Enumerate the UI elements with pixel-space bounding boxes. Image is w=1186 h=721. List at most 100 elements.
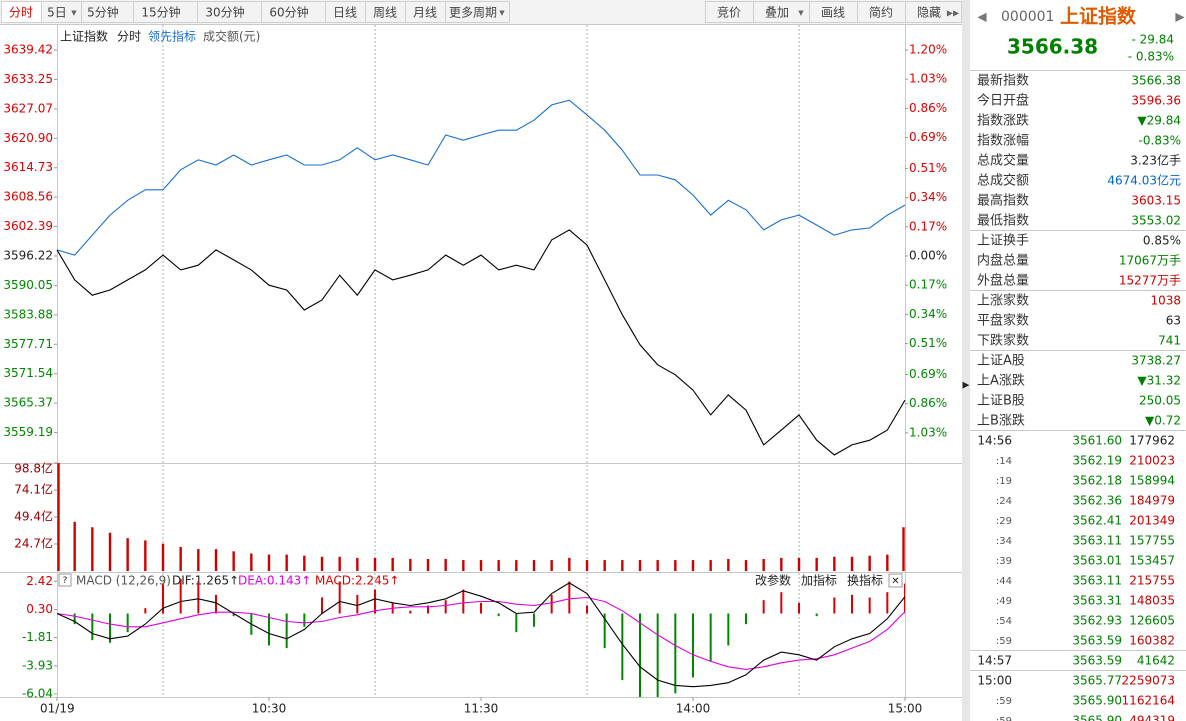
y-tick-label: 3608.56 — [3, 190, 53, 204]
quote-value: 17067万手 — [1119, 254, 1181, 268]
splitter-arrow: ▶ — [963, 381, 970, 391]
macd-bar — [197, 581, 200, 614]
macd-bar — [833, 597, 836, 614]
tick-time: :39 — [996, 556, 1012, 567]
toolbar-label: 15分钟 — [141, 5, 180, 20]
macd-button[interactable]: 换指标 — [847, 573, 883, 588]
quote-price: 3566.38 — [1007, 35, 1098, 59]
volume-bar — [902, 527, 905, 571]
macd-bar — [727, 613, 730, 646]
dif-readout: DIF:1.265↑ — [172, 574, 239, 588]
y-tick-label: 3565.37 — [3, 396, 53, 410]
quote-label: 最高指数 — [977, 193, 1029, 209]
macd-title: MACD (12,26,9) — [76, 574, 171, 588]
y2-tick-label: 0.34% — [909, 190, 947, 204]
quote-label: 上B涨跌 — [977, 413, 1025, 429]
macd-bar — [692, 613, 694, 678]
macd-bar — [851, 594, 853, 614]
volume-bar — [409, 558, 412, 571]
help-box[interactable] — [58, 573, 72, 587]
legend-index: 上证指数 — [60, 29, 108, 44]
toolbar-button[interactable] — [905, 1, 962, 23]
y-tick-label: 3627.07 — [3, 101, 53, 115]
y2-tick-label: 0.86% — [909, 396, 947, 410]
x-tick-label: 15:00 — [888, 702, 923, 716]
splitter[interactable] — [962, 0, 970, 721]
toolbar-button[interactable] — [445, 1, 510, 23]
y2-tick-label: 0.17% — [909, 219, 947, 233]
tick-volume: 210023 — [1129, 454, 1175, 468]
close-box[interactable] — [888, 573, 903, 588]
volume-bar — [144, 540, 147, 571]
quote-label: 上A涨跌 — [977, 373, 1025, 389]
macd-bar — [444, 600, 447, 614]
quote-value: 4674.03亿元 — [1107, 173, 1181, 188]
tick-volume: 126605 — [1129, 614, 1175, 628]
series-line — [57, 596, 905, 670]
y-tick-label: 3583.88 — [3, 307, 53, 321]
toolbar-label: 竞价 — [717, 6, 741, 20]
tick-volume: 158994 — [1129, 474, 1175, 488]
quote-value: ▼0.72 — [1145, 414, 1181, 428]
tick-time: :14 — [996, 456, 1012, 467]
help-icon: ? — [63, 576, 68, 586]
volume-bar — [656, 560, 659, 571]
volume-bar — [727, 558, 730, 571]
tick-price: 3563.11 — [1072, 574, 1122, 588]
macd-button[interactable]: 加指标 — [801, 573, 837, 588]
y-tick-label: 3559.19 — [3, 425, 53, 439]
volume-bar — [603, 560, 606, 571]
toolbar-label: 隐藏 — [917, 6, 941, 20]
volume-bar — [497, 560, 500, 571]
toolbar-label: 更多周期 — [449, 6, 497, 20]
y-tick-label: 2.42 — [26, 574, 53, 588]
prev-arrow[interactable]: ◀ — [977, 10, 987, 24]
quote-label: 上涨家数 — [977, 293, 1029, 309]
macd-bar — [462, 589, 465, 614]
volume-bar — [57, 463, 60, 571]
toolbar-label: 周线 — [373, 6, 397, 20]
x-tick-label: 01/19 — [40, 702, 75, 716]
quote-value: 3566.38 — [1131, 74, 1181, 88]
quote-label: 上证B股 — [977, 394, 1025, 409]
quote-value: 0.85% — [1143, 234, 1181, 248]
macd-bar — [815, 613, 818, 617]
volume-bar — [91, 527, 94, 571]
next-arrow[interactable]: ▶ — [1175, 10, 1185, 24]
y-tick-label: 3596.22 — [3, 249, 53, 263]
macd-bar — [91, 613, 94, 641]
dropdown-arrow: ▼ — [499, 9, 505, 17]
tick-price: 3562.19 — [1072, 454, 1122, 468]
tick-time: :24 — [996, 496, 1012, 507]
macd-bar — [144, 608, 147, 614]
macd-bar — [356, 594, 359, 614]
volume-bar — [161, 543, 165, 571]
macd-bar — [268, 613, 270, 646]
tick-volume: 2259073 — [1122, 674, 1175, 688]
macd-bar — [427, 605, 429, 614]
volume-bar — [709, 560, 712, 571]
legend-leading[interactable]: 领先指标 — [148, 29, 196, 44]
y-tick-label: 3620.90 — [3, 131, 53, 145]
y2-tick-label: 0.69% — [909, 367, 947, 381]
volume-bar — [444, 558, 447, 571]
legend-period: 分时 — [117, 30, 141, 44]
macd-bar — [762, 600, 765, 614]
volume-bar — [126, 538, 129, 571]
tick-volume: 1162164 — [1122, 694, 1175, 708]
tick-time: :59 — [996, 696, 1012, 707]
volume-bar — [303, 555, 306, 571]
macd-bar — [303, 613, 306, 627]
volume-bar — [868, 555, 871, 571]
toolbar-label: 日线 — [333, 6, 357, 20]
volume-bar — [197, 549, 200, 571]
quote-value: 3596.36 — [1131, 94, 1181, 108]
macd-button[interactable]: 改参数 — [755, 573, 791, 588]
volume-bar — [585, 560, 589, 571]
macd-bar — [745, 613, 747, 625]
quote-label: 指数涨幅 — [977, 134, 1029, 149]
tick-time: :44 — [996, 576, 1012, 587]
macd-bar — [497, 613, 500, 617]
